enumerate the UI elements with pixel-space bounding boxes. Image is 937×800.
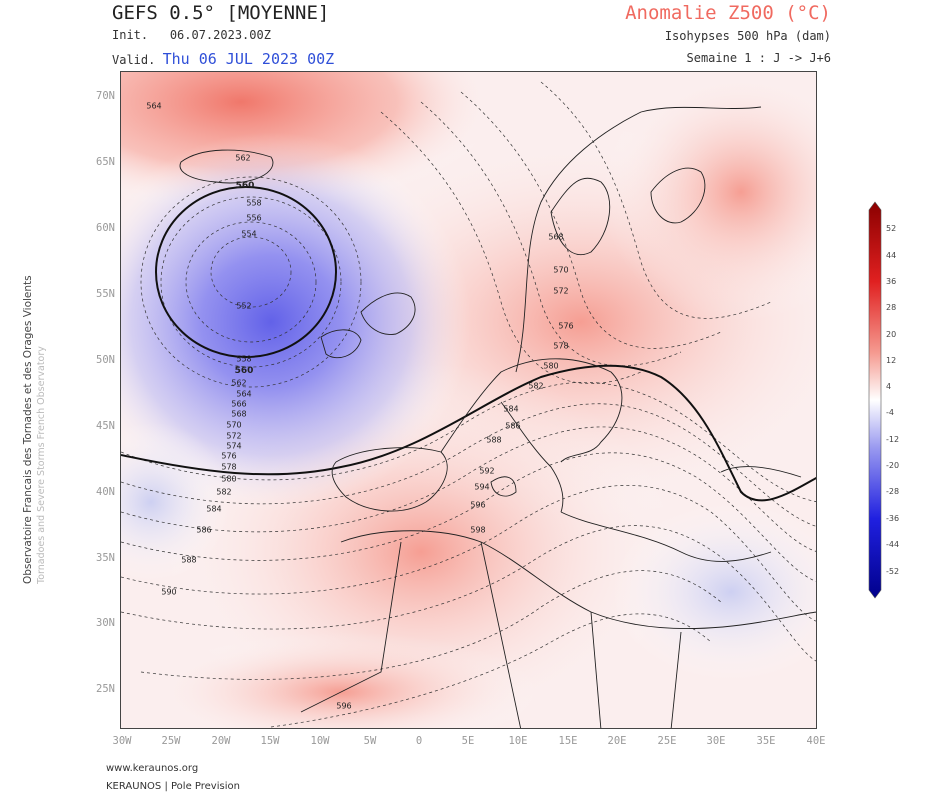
lat-label: 30N <box>96 617 115 629</box>
lat-label: 55N <box>96 288 115 300</box>
contour-label: 562 <box>231 378 247 388</box>
contour-label: 574 <box>226 441 242 451</box>
lon-label: 5E <box>461 735 475 747</box>
colorbar-tick: 52 <box>886 224 897 233</box>
valid-label: Valid. <box>112 53 156 67</box>
lon-label: 25W <box>161 735 181 747</box>
map-canvas <box>121 72 816 728</box>
week-label: Semaine 1 : J -> J+6 <box>686 51 832 65</box>
contour-label: 568 <box>548 232 564 242</box>
side-label-sub: Tornadoes and Severe Storms French Obser… <box>36 346 47 584</box>
contour-label: 588 <box>181 555 197 565</box>
lat-label: 45N <box>96 420 115 432</box>
lat-label: 70N <box>96 90 115 102</box>
contour-label: 568 <box>231 409 247 419</box>
lon-label: 30E <box>706 735 726 747</box>
forecast-map <box>120 71 817 729</box>
contour-label: 596 <box>336 701 352 711</box>
contour-label: 558 <box>246 198 262 208</box>
product-title: Anomalie Z500 (°C) <box>625 2 831 24</box>
contour-label: 586 <box>196 525 212 535</box>
contour-label: 588 <box>486 435 502 445</box>
contour-label: 598 <box>470 525 486 535</box>
lon-label: 15E <box>558 735 578 747</box>
lon-label: 10E <box>508 735 528 747</box>
model-title: GEFS 0.5° [MOYENNE] <box>112 2 330 24</box>
contour-label: 552 <box>236 301 252 311</box>
colorbar-tick: 20 <box>886 330 897 339</box>
contour-label: 592 <box>479 466 495 476</box>
isohypse-contours <box>121 81 816 728</box>
colorbar-tick: 28 <box>886 303 897 312</box>
contour-label: 566 <box>231 399 247 409</box>
contour-label: 554 <box>241 229 257 239</box>
lon-label: 25E <box>657 735 677 747</box>
colorbar <box>868 201 882 599</box>
lon-label: 35E <box>756 735 776 747</box>
init-line: Init. 06.07.2023.00Z <box>112 28 271 42</box>
lon-label: 10W <box>310 735 330 747</box>
lon-label: 20W <box>211 735 231 747</box>
contour-label: 558 <box>236 354 252 364</box>
valid-date: Thu 06 JUL 2023 00Z <box>162 50 335 68</box>
lon-label: 40E <box>806 735 826 747</box>
contour-label: 576 <box>221 451 237 461</box>
side-label: Observatoire Francais des Tornades et de… <box>22 275 47 584</box>
colorbar-tick: -4 <box>886 408 894 417</box>
isohypse-560 <box>121 186 816 502</box>
contour-label: 556 <box>246 213 262 223</box>
footer-org: KERAUNOS | Pole Prevision <box>106 781 240 792</box>
init-label: Init. <box>112 28 149 42</box>
init-value: 06.07.2023.00Z <box>169 28 271 42</box>
contour-label: 584 <box>206 504 222 514</box>
lat-label: 60N <box>96 222 115 234</box>
colorbar-tick: -52 <box>886 567 900 576</box>
lat-label: 65N <box>96 156 115 168</box>
lon-label: 30W <box>112 735 132 747</box>
contour-label: 580 <box>221 474 237 484</box>
colorbar-tick: 36 <box>886 277 897 286</box>
contour-label: 560 <box>235 181 255 191</box>
contour-label: 576 <box>558 321 574 331</box>
land-outlines <box>179 106 816 728</box>
contour-label: 560 <box>234 366 254 376</box>
colorbar-tick: 4 <box>886 382 892 391</box>
contour-label: 582 <box>216 487 232 497</box>
contour-label: 562 <box>235 153 251 163</box>
contour-label: 572 <box>553 286 569 296</box>
footer-url[interactable]: www.keraunos.org <box>106 763 199 774</box>
colorbar-tick: -36 <box>886 514 900 523</box>
contour-label: 590 <box>161 587 177 597</box>
colorbar-tick: 44 <box>886 251 897 260</box>
contour-label: 564 <box>236 389 252 399</box>
contour-label: 594 <box>474 482 490 492</box>
isohypses-label: Isohypses 500 hPa (dam) <box>664 29 831 43</box>
contour-label: 570 <box>226 420 242 430</box>
colorbar-tick: -44 <box>886 540 900 549</box>
lat-label: 40N <box>96 486 115 498</box>
lat-label: 35N <box>96 552 115 564</box>
contour-label: 578 <box>553 341 569 351</box>
lat-label: 25N <box>96 683 115 695</box>
contour-label: 596 <box>470 500 486 510</box>
colorbar-tick: -12 <box>886 435 900 444</box>
contour-label: 586 <box>505 421 521 431</box>
lat-label: 50N <box>96 354 115 366</box>
colorbar-tick: -20 <box>886 461 900 470</box>
contour-label: 580 <box>543 361 559 371</box>
contour-label: 564 <box>146 101 162 111</box>
lon-label: 5W <box>363 735 377 747</box>
contour-label: 582 <box>528 381 544 391</box>
contour-label: 584 <box>503 404 519 414</box>
contour-label: 570 <box>553 265 569 275</box>
valid-line: Valid. Thu 06 JUL 2023 00Z <box>112 50 334 68</box>
contour-label: 572 <box>226 431 242 441</box>
side-label-main: Observatoire Francais des Tornades et de… <box>22 275 34 584</box>
colorbar-tick: 12 <box>886 356 897 365</box>
contour-label: 578 <box>221 462 237 472</box>
colorbar-tick: -28 <box>886 487 900 496</box>
lon-label: 15W <box>260 735 280 747</box>
lon-label: 20E <box>607 735 627 747</box>
lon-label: 0 <box>415 735 423 747</box>
